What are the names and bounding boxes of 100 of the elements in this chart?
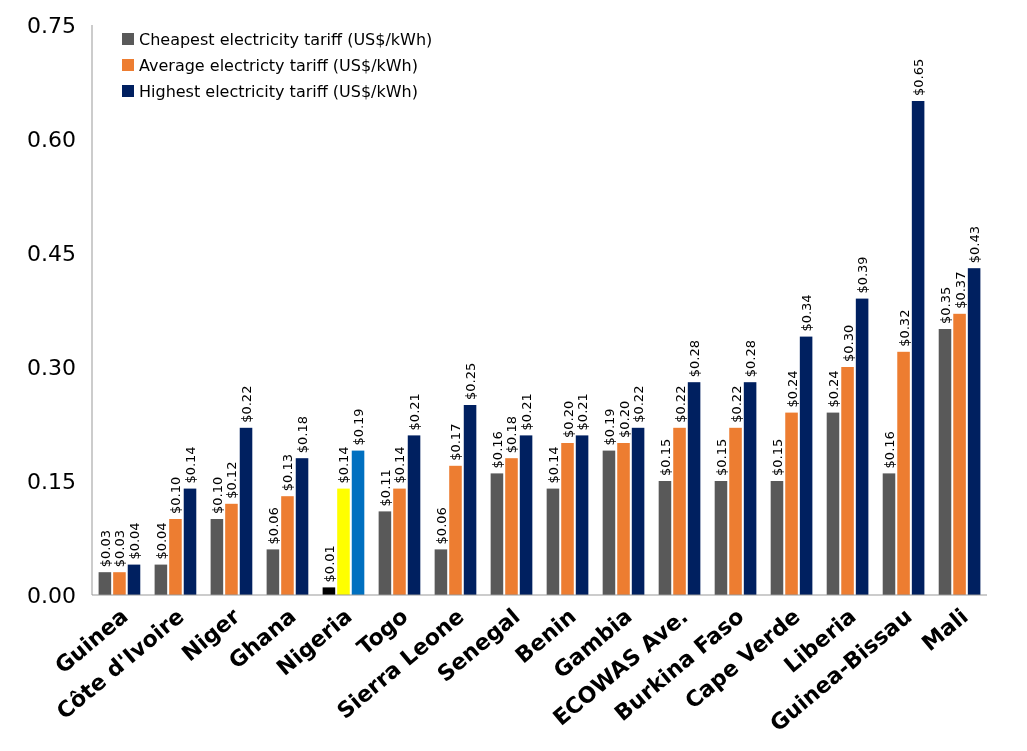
data-label: $0.16 bbox=[881, 431, 897, 469]
bar bbox=[687, 382, 701, 595]
bar bbox=[393, 488, 406, 595]
data-label: $0.20 bbox=[616, 400, 632, 438]
data-label: $0.04 bbox=[127, 522, 143, 560]
bar bbox=[841, 367, 854, 595]
bar bbox=[519, 435, 533, 595]
bar bbox=[295, 458, 309, 595]
bar bbox=[281, 496, 294, 595]
data-label: $0.15 bbox=[769, 438, 785, 476]
bar bbox=[378, 511, 392, 595]
data-label: $0.22 bbox=[672, 385, 688, 423]
data-label: $0.14 bbox=[545, 446, 561, 484]
bar bbox=[729, 427, 742, 595]
data-label: $0.43 bbox=[967, 225, 983, 264]
data-label: $0.22 bbox=[239, 385, 255, 423]
y-tick-label: 0.75 bbox=[27, 12, 76, 38]
bar bbox=[911, 101, 925, 595]
data-label: $0.20 bbox=[560, 400, 576, 438]
data-label: $0.14 bbox=[183, 446, 199, 484]
data-label: $0.21 bbox=[519, 393, 535, 431]
data-label: $0.04 bbox=[153, 522, 169, 560]
data-label: $0.19 bbox=[601, 408, 617, 446]
bar bbox=[967, 268, 981, 595]
data-label: $0.14 bbox=[336, 446, 352, 484]
bar bbox=[490, 473, 504, 595]
bar bbox=[855, 298, 869, 595]
bar bbox=[434, 549, 448, 595]
legend-label: Highest electricity tariff (US$/kWh) bbox=[139, 81, 418, 101]
data-label: $0.03 bbox=[97, 529, 113, 568]
y-tick-label: 0.00 bbox=[27, 582, 76, 608]
bar bbox=[463, 405, 477, 595]
bar bbox=[407, 435, 421, 595]
data-label: $0.34 bbox=[799, 294, 815, 332]
bar bbox=[743, 382, 757, 595]
legend-label: Cheapest electricity tariff (US$/kWh) bbox=[139, 29, 433, 49]
data-label: $0.21 bbox=[575, 393, 591, 431]
bar bbox=[127, 564, 141, 595]
bar bbox=[154, 564, 168, 595]
data-label: $0.13 bbox=[280, 453, 296, 492]
bar bbox=[631, 427, 645, 595]
bar bbox=[183, 488, 197, 595]
bar bbox=[882, 473, 896, 595]
data-label: $0.01 bbox=[321, 545, 337, 583]
data-label: $0.25 bbox=[463, 362, 479, 400]
bar bbox=[449, 465, 462, 595]
y-tick-label: 0.30 bbox=[27, 354, 76, 380]
bar bbox=[617, 443, 630, 595]
data-label: $0.15 bbox=[713, 438, 729, 476]
data-label: $0.17 bbox=[448, 423, 464, 461]
bar bbox=[98, 572, 112, 595]
bar bbox=[785, 412, 798, 595]
bar bbox=[938, 329, 952, 595]
bar bbox=[239, 427, 253, 595]
bar bbox=[337, 488, 350, 595]
bar bbox=[505, 458, 518, 595]
data-label: $0.10 bbox=[209, 476, 225, 514]
data-label: $0.06 bbox=[433, 507, 449, 545]
y-tick-label: 0.15 bbox=[27, 468, 76, 494]
bar bbox=[602, 450, 616, 595]
y-tick-label: 0.45 bbox=[27, 240, 76, 266]
bar bbox=[826, 412, 840, 595]
data-label: $0.03 bbox=[112, 529, 128, 568]
data-label: $0.15 bbox=[657, 438, 673, 476]
data-label: $0.18 bbox=[295, 415, 311, 454]
data-label: $0.28 bbox=[743, 339, 759, 378]
y-tick-label: 0.60 bbox=[27, 126, 76, 152]
bar bbox=[770, 481, 784, 595]
bar bbox=[210, 519, 224, 595]
data-label: $0.19 bbox=[351, 408, 367, 446]
bar bbox=[561, 443, 574, 595]
data-label: $0.65 bbox=[911, 58, 927, 96]
data-label: $0.22 bbox=[631, 385, 647, 423]
data-label: $0.22 bbox=[728, 385, 744, 423]
bar bbox=[113, 572, 126, 595]
data-label: $0.24 bbox=[825, 370, 841, 408]
data-label: $0.32 bbox=[896, 309, 912, 347]
bar bbox=[351, 450, 365, 595]
legend-label: Average electricty tariff (US$/kWh) bbox=[139, 55, 418, 75]
bar bbox=[799, 336, 813, 595]
data-label: $0.18 bbox=[504, 415, 520, 454]
data-label: $0.30 bbox=[840, 324, 856, 362]
data-label: $0.10 bbox=[168, 476, 184, 514]
data-label: $0.28 bbox=[687, 339, 703, 378]
bar bbox=[658, 481, 672, 595]
data-label: $0.37 bbox=[952, 271, 968, 309]
data-label: $0.11 bbox=[377, 469, 393, 507]
bar bbox=[897, 351, 910, 595]
bar bbox=[673, 427, 686, 595]
data-label: $0.21 bbox=[407, 393, 423, 431]
data-label: $0.35 bbox=[937, 286, 953, 324]
data-label: $0.16 bbox=[489, 431, 505, 469]
bar bbox=[225, 503, 238, 595]
bar bbox=[546, 488, 560, 595]
bar bbox=[169, 519, 182, 595]
bar bbox=[266, 549, 280, 595]
bar bbox=[953, 313, 966, 595]
data-label: $0.12 bbox=[224, 461, 240, 499]
bar bbox=[714, 481, 728, 595]
data-label: $0.39 bbox=[855, 256, 871, 294]
